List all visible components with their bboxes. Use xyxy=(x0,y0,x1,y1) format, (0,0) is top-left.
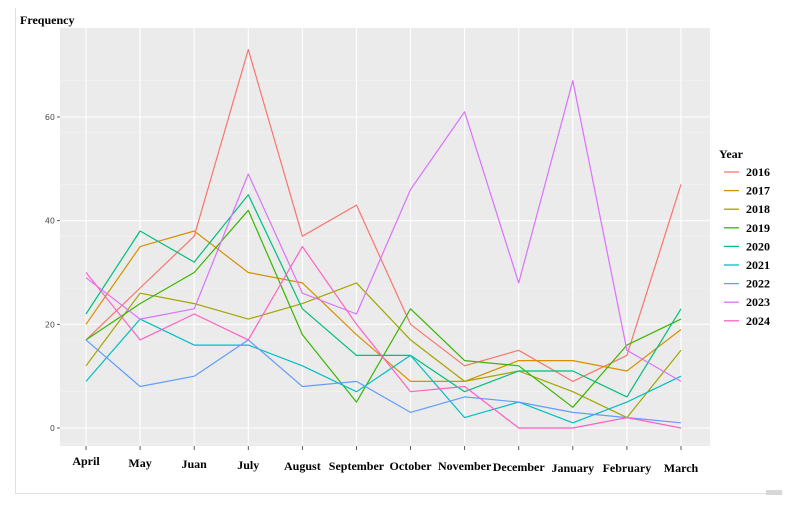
legend-label-2024: 2024 xyxy=(746,314,770,328)
y-tick-label: 20 xyxy=(45,320,55,329)
x-tick-label: Juan xyxy=(182,457,208,471)
series-line-2018 xyxy=(85,282,682,419)
x-tick-label: March xyxy=(664,461,699,475)
legend: Year 2016 2017 2018 2019 2020 2021 2022 2023 202… xyxy=(719,147,770,328)
series-line-2022 xyxy=(85,339,682,424)
panel-background xyxy=(60,28,710,446)
x-axis-ticks: April May Juan July August September October No… xyxy=(72,446,699,475)
frame-border-left xyxy=(15,8,16,493)
legend-label-2022: 2022 xyxy=(746,277,770,291)
series-lines xyxy=(85,48,682,429)
y-tick-label: 60 xyxy=(45,113,55,122)
x-tick-label: September xyxy=(329,459,385,473)
legend-title: Year xyxy=(719,147,744,161)
legend-label-2020: 2020 xyxy=(746,239,770,253)
series-line-2021 xyxy=(85,318,682,424)
legend-label-2023: 2023 xyxy=(746,295,770,309)
legend-label-2017: 2017 xyxy=(746,184,770,198)
series-line-2020 xyxy=(85,194,682,398)
x-tick-label: April xyxy=(72,454,100,468)
x-tick-label: February xyxy=(603,461,652,475)
legend-label-2021: 2021 xyxy=(746,258,770,272)
x-tick-label: January xyxy=(551,461,594,475)
resize-handle xyxy=(766,490,782,495)
legend-label-2018: 2018 xyxy=(746,202,770,216)
series-line-2024 xyxy=(85,246,682,429)
x-tick-label: December xyxy=(493,460,546,474)
legend-label-2016: 2016 xyxy=(746,165,770,179)
y-axis-label: Frequency xyxy=(20,13,74,27)
x-tick-label: November xyxy=(438,459,492,473)
frame-border-bottom xyxy=(15,493,783,494)
y-tick-label: 40 xyxy=(45,217,55,226)
x-tick-label: August xyxy=(284,459,321,473)
series-line-2023 xyxy=(85,80,682,382)
x-tick-label: May xyxy=(128,456,151,470)
y-tick-label: 0 xyxy=(50,424,55,433)
x-tick-label: July xyxy=(237,458,259,472)
y-axis-ticks: 0 20 40 60 xyxy=(45,113,60,433)
legend-label-2019: 2019 xyxy=(746,221,770,235)
series-line-2016 xyxy=(85,48,682,382)
x-tick-label: October xyxy=(390,459,433,473)
